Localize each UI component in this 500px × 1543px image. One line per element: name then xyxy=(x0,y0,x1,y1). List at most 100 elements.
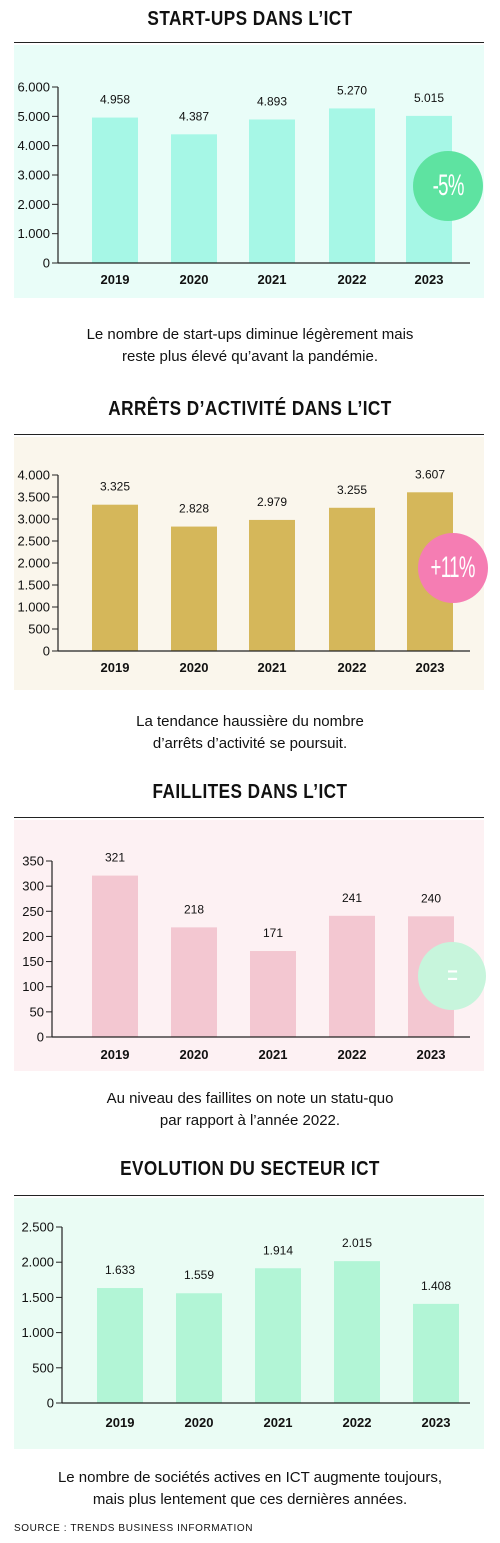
bar-value-label-2023: 1.408 xyxy=(421,1279,451,1293)
x-tick-label-2022: 2022 xyxy=(343,1415,372,1430)
y-tick-label-350: 350 xyxy=(22,854,44,869)
bar-2019 xyxy=(92,117,138,263)
bar-2020 xyxy=(171,526,217,651)
chart-3-change-badge: = xyxy=(418,942,486,1010)
y-tick-label-3.500: 3.500 xyxy=(17,490,50,505)
bar-2022 xyxy=(329,108,375,263)
y-tick-label-1.000: 1.000 xyxy=(17,600,50,615)
chart-3-caption-line-1: Au niveau des faillites on note un statu… xyxy=(106,1090,394,1107)
chart-4-caption: Le nombre de sociétés actives en ICT aug… xyxy=(0,1467,500,1511)
y-tick-label-2.000: 2.000 xyxy=(21,1255,54,1270)
bar-value-label-2020: 2.828 xyxy=(179,502,209,516)
chart-3-change-label: = xyxy=(446,959,458,992)
chart-4-rule xyxy=(14,1195,484,1196)
y-tick-label-300: 300 xyxy=(22,879,44,894)
bar-value-label-2022: 241 xyxy=(342,891,362,905)
x-tick-label-2019: 2019 xyxy=(101,272,130,287)
x-tick-label-2022: 2022 xyxy=(338,1047,367,1062)
chart-3-panel: 321 2019 218 2020 171 2021 241 2022 240 2023 0 50 10… xyxy=(14,820,484,1071)
chart-3-caption-line-2: par rapport à l’année 2022. xyxy=(159,1112,341,1129)
x-tick-label-2020: 2020 xyxy=(180,1047,209,1062)
x-tick-label-2022: 2022 xyxy=(338,272,367,287)
chart-4-caption-line-2: mais plus lentement que ces dernières an… xyxy=(92,1491,408,1508)
x-tick-label-2019: 2019 xyxy=(101,660,130,675)
bar-value-label-2021: 1.914 xyxy=(263,1243,293,1257)
x-tick-label-2020: 2020 xyxy=(180,660,209,675)
y-tick-label-500: 500 xyxy=(28,622,50,637)
chart-4-panel: 1.633 2019 1.559 2020 1.914 2021 2.015 2022 1.40… xyxy=(14,1198,484,1449)
chart-1-rule xyxy=(14,42,484,43)
y-tick-label-150: 150 xyxy=(22,954,44,969)
chart-2-rule xyxy=(14,434,484,435)
y-tick-label-3.000: 3.000 xyxy=(17,512,50,527)
chart-1-caption-line-2: reste plus élevé qu’avant la pandémie. xyxy=(122,348,378,365)
y-tick-label-1.500: 1.500 xyxy=(21,1290,54,1305)
x-tick-label-2023: 2023 xyxy=(415,272,444,287)
bar-2020 xyxy=(176,1293,222,1403)
x-tick-label-2021: 2021 xyxy=(264,1415,293,1430)
chart-2-title: ARRÊTS D’ACTIVITÉ DANS L’ICT xyxy=(108,398,392,420)
chart-4-title: EVOLUTION DU SECTEUR ICT xyxy=(120,1158,380,1180)
chart-4-caption-line-1: Le nombre de sociétés actives en ICT aug… xyxy=(57,1469,443,1486)
x-tick-label-2021: 2021 xyxy=(258,660,287,675)
bar-2020 xyxy=(171,927,217,1037)
y-tick-label-0: 0 xyxy=(37,1030,44,1045)
chart-3-title: FAILLITES DANS L’ICT xyxy=(152,781,348,803)
chart-2-change-label: +11% xyxy=(430,551,476,584)
x-tick-label-2019: 2019 xyxy=(101,1047,130,1062)
chart-1-change-badge: -5% xyxy=(413,151,483,221)
y-tick-label-3.000: 3.000 xyxy=(17,168,50,183)
bar-value-label-2023: 3.607 xyxy=(415,467,445,481)
chart-3-caption: Au niveau des faillites on note un statu… xyxy=(0,1088,500,1132)
bar-2021 xyxy=(249,119,295,263)
bar-value-label-2021: 2.979 xyxy=(257,495,287,509)
bar-2022 xyxy=(329,507,375,651)
y-tick-label-6.000: 6.000 xyxy=(17,80,50,95)
bar-2019 xyxy=(92,875,138,1037)
bar-value-label-2019: 3.325 xyxy=(100,480,130,494)
bar-value-label-2022: 5.270 xyxy=(337,83,367,97)
y-tick-label-2.000: 2.000 xyxy=(17,556,50,571)
bar-value-label-2019: 321 xyxy=(105,851,125,865)
bar-value-label-2019: 4.958 xyxy=(100,93,130,107)
y-tick-label-250: 250 xyxy=(22,904,44,919)
chart-1-panel: 4.958 2019 4.387 2020 4.893 2021 5.270 2022 5.01… xyxy=(14,45,484,298)
chart-2-caption: La tendance haussière du nombre d’arrêts… xyxy=(0,711,500,755)
bar-2019 xyxy=(97,1288,143,1403)
x-tick-label-2023: 2023 xyxy=(416,660,445,675)
x-tick-label-2021: 2021 xyxy=(258,272,287,287)
bar-2020 xyxy=(171,134,217,263)
bar-value-label-2020: 218 xyxy=(184,902,204,916)
chart-1-caption: Le nombre de start-ups diminue légèremen… xyxy=(0,324,500,368)
bar-2019 xyxy=(92,504,138,651)
y-tick-label-0: 0 xyxy=(47,1396,54,1411)
chart-3-plot: 321 2019 218 2020 171 2021 241 2022 240 2023 0 50 10… xyxy=(22,851,470,1062)
source-note: SOURCE : TRENDS BUSINESS INFORMATION xyxy=(14,1523,254,1534)
x-tick-label-2021: 2021 xyxy=(259,1047,288,1062)
bar-2021 xyxy=(249,519,295,651)
bar-2022 xyxy=(329,915,375,1037)
bar-value-label-2020: 1.559 xyxy=(184,1268,214,1282)
bar-2022 xyxy=(334,1261,380,1403)
bar-value-label-2020: 4.387 xyxy=(179,109,209,123)
chart-3-rule xyxy=(14,817,484,818)
y-tick-label-0: 0 xyxy=(43,644,50,659)
chart-1-plot: 4.958 2019 4.387 2020 4.893 2021 5.270 2022 5.01… xyxy=(17,80,470,287)
bar-2021 xyxy=(255,1268,301,1403)
chart-1-caption-line-1: Le nombre de start-ups diminue légèremen… xyxy=(86,326,414,343)
y-tick-label-4.000: 4.000 xyxy=(17,138,50,153)
bar-value-label-2022: 3.255 xyxy=(337,483,367,497)
y-tick-label-1.000: 1.000 xyxy=(21,1325,54,1340)
bar-value-label-2022: 2.015 xyxy=(342,1236,372,1250)
y-tick-label-200: 200 xyxy=(22,929,44,944)
y-tick-label-4.000: 4.000 xyxy=(17,468,50,483)
y-tick-label-5.000: 5.000 xyxy=(17,109,50,124)
bar-value-label-2023: 5.015 xyxy=(414,91,444,105)
x-tick-label-2020: 2020 xyxy=(180,272,209,287)
bar-value-label-2023: 240 xyxy=(421,891,441,905)
x-tick-label-2022: 2022 xyxy=(338,660,367,675)
bar-value-label-2021: 4.893 xyxy=(257,94,287,108)
y-tick-label-500: 500 xyxy=(32,1360,54,1375)
bar-2021 xyxy=(250,951,296,1037)
chart-1-title: START-UPS DANS L’ICT xyxy=(147,8,353,30)
